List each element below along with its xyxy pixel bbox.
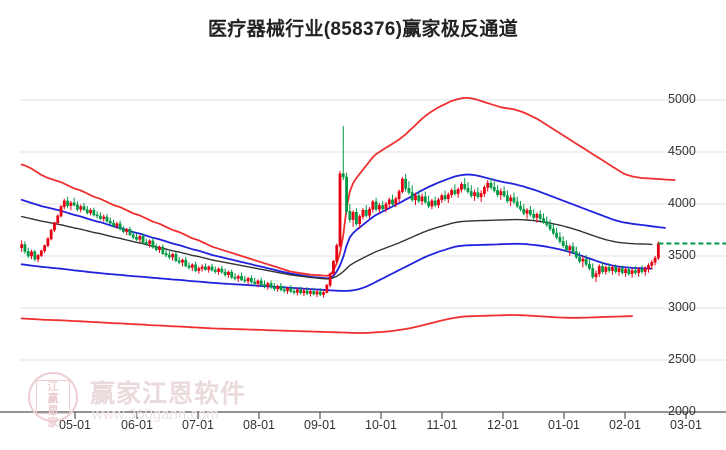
x-axis-tick-label: 05-01 xyxy=(59,418,91,432)
outer-upper-band-line xyxy=(20,97,676,277)
x-axis-tick-label: 02-01 xyxy=(609,418,641,432)
x-axis-tick-label: 12-01 xyxy=(487,418,519,432)
y-axis-tick-label: 5000 xyxy=(668,92,696,106)
page-title: 医疗器械行业(858376)赢家极反通道 xyxy=(207,19,519,40)
y-axis-tick-label: 2500 xyxy=(668,352,696,366)
x-axis-tick-label: 03-01 xyxy=(670,418,702,432)
inner-lower-band-line xyxy=(20,242,653,292)
gridlines xyxy=(20,99,726,413)
y-axis-tick-label: 3500 xyxy=(668,248,696,262)
y-axis-tick-label: 4000 xyxy=(668,196,696,210)
y-axis-tick-label: 3000 xyxy=(668,300,696,314)
outer-lower-band-line xyxy=(20,314,634,334)
x-axis-tick-label: 07-01 xyxy=(182,418,214,432)
x-axis-tick-label: 11-01 xyxy=(426,418,458,432)
x-axis-tick-label: 09-01 xyxy=(304,418,336,432)
x-axis-tick-label: 10-01 xyxy=(365,418,397,432)
candlestick-series xyxy=(20,126,660,298)
axis-lines xyxy=(0,411,726,419)
y-axis-tick-label: 2000 xyxy=(668,404,696,418)
inner-upper-band-line xyxy=(20,173,666,280)
x-axis-tick-label: 01-01 xyxy=(548,418,580,432)
x-axis-tick-label: 06-01 xyxy=(121,418,153,432)
y-axis-tick-label: 4500 xyxy=(668,144,696,158)
x-axis-tick-label: 08-01 xyxy=(243,418,275,432)
